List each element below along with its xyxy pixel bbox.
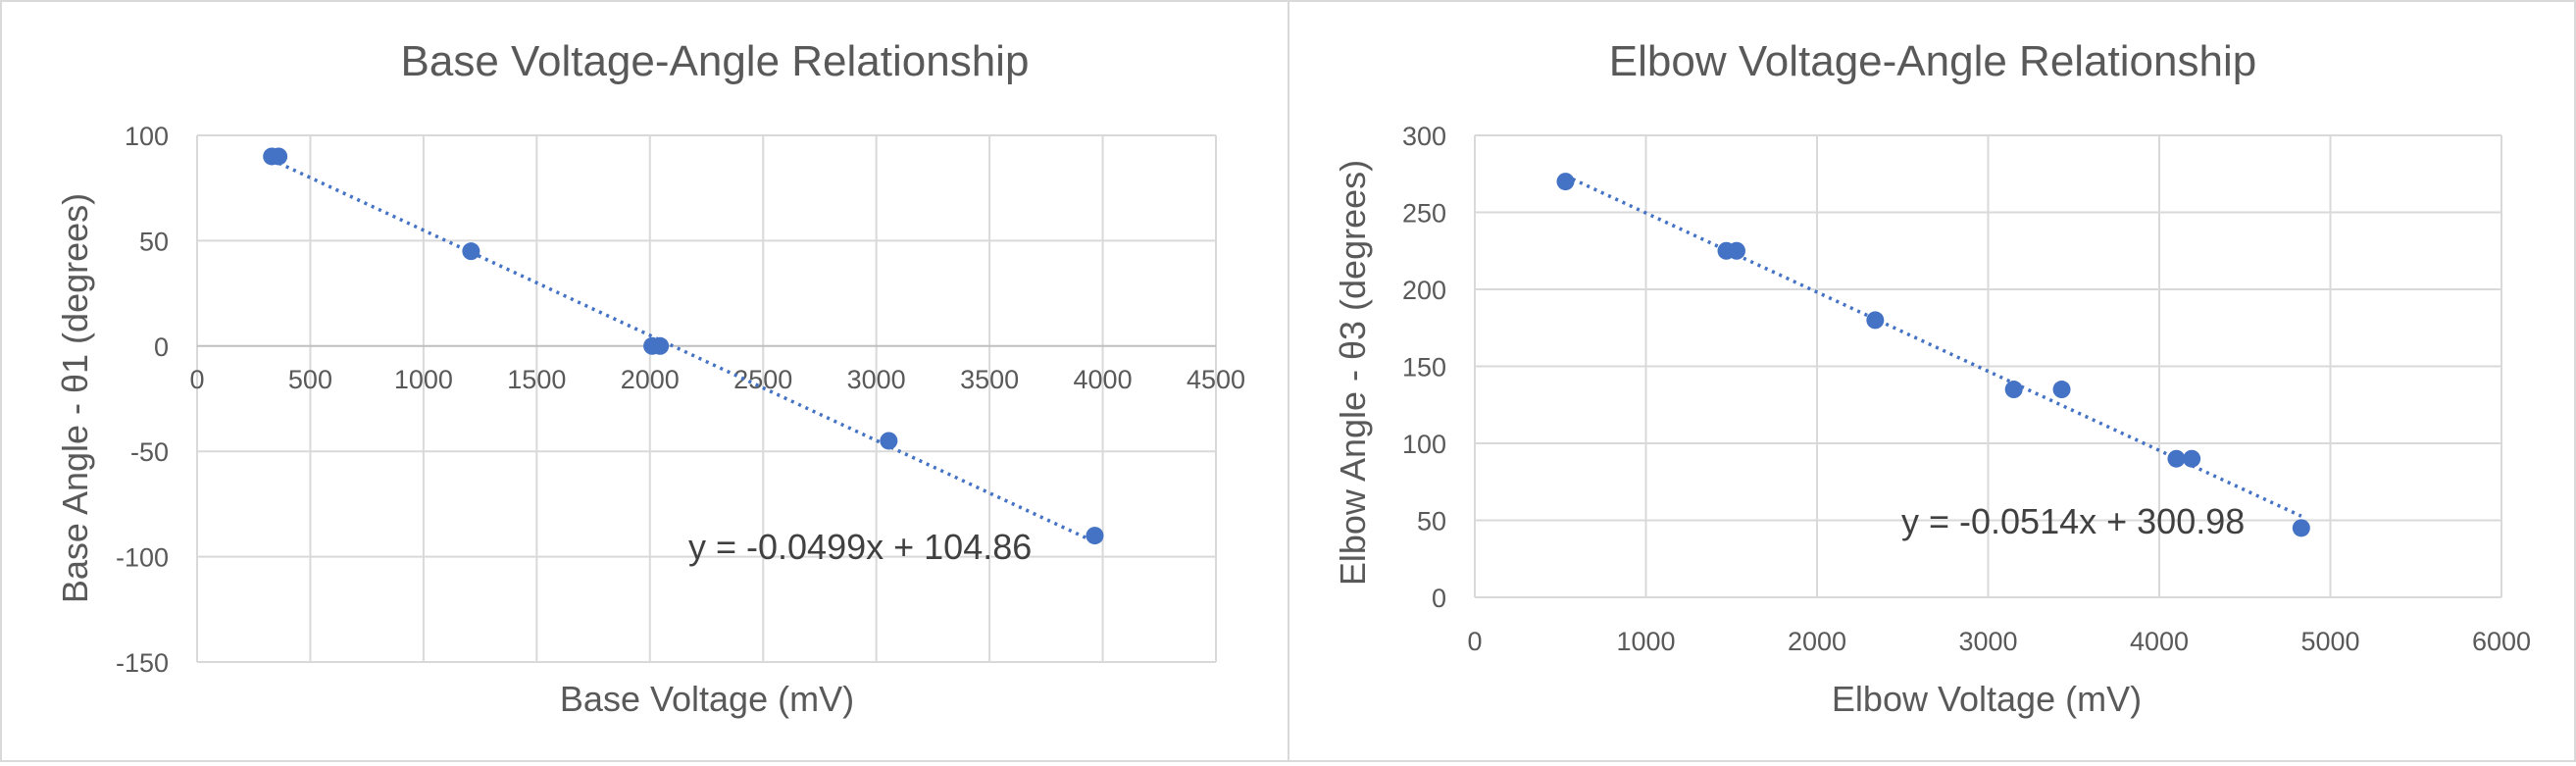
trendline-equation: y = -0.0499x + 104.86 (688, 527, 1032, 567)
data-point (2052, 381, 2071, 399)
data-point (880, 432, 898, 450)
x-tick-label: 5000 (2300, 627, 2359, 656)
y-tick-label: 0 (154, 332, 169, 362)
data-point (2167, 449, 2186, 468)
y-tick-label: 300 (1402, 122, 1446, 151)
x-tick-label: 3500 (960, 365, 1019, 394)
x-axis-title: Elbow Voltage (mV) (1832, 679, 2142, 719)
data-point (1086, 527, 1104, 545)
elbow-chart-svg: Elbow Voltage-Angle Relationship 0 50 100 15… (1333, 37, 2531, 719)
data-point (1556, 173, 1575, 191)
y-tick-label: 0 (1432, 584, 1446, 613)
x-tick-label: 1500 (507, 365, 566, 394)
x-tick-label: 0 (1467, 627, 1482, 656)
x-tick-label: 500 (288, 365, 332, 394)
x-tick-label: 2000 (621, 365, 680, 394)
y-tick-label: 250 (1402, 199, 1446, 229)
data-point (2292, 519, 2310, 537)
x-tick-label: 6000 (2472, 627, 2531, 656)
data-point (462, 242, 480, 261)
x-axis-title: Base Voltage (mV) (560, 679, 854, 719)
data-point (270, 147, 288, 166)
trendline-equation: y = -0.0514x + 300.98 (1901, 501, 2245, 541)
y-tick-label: -150 (116, 648, 169, 678)
x-tick-label: 1000 (394, 365, 453, 394)
y-tick-label: 150 (1402, 353, 1446, 383)
data-point (1866, 311, 1885, 330)
y-tick-label: -100 (116, 543, 169, 573)
data-point (2004, 381, 2023, 399)
x-tick-label: 1000 (1616, 627, 1675, 656)
y-axis-title: Elbow Angle - θ3 (degrees) (1333, 160, 1373, 586)
y-tick-label: 200 (1402, 276, 1446, 305)
chart-title: Base Voltage-Angle Relationship (401, 37, 1030, 85)
x-tick-label: 4000 (2130, 627, 2189, 656)
x-tick-label: 4000 (1074, 365, 1133, 394)
y-tick-label: 100 (1402, 430, 1446, 459)
data-point (1727, 241, 1745, 260)
data-point (651, 336, 670, 355)
chart-title: Elbow Voltage-Angle Relationship (1609, 37, 2256, 85)
trendline (271, 158, 1096, 544)
x-tick-label: 2000 (1788, 627, 1846, 656)
base-chart-svg: Base Voltage-Angle Relationship -150 -100 -… (55, 37, 1245, 719)
y-tick-label: 100 (125, 122, 169, 151)
chart-panel-base: Base Voltage-Angle Relationship -150 -100 -… (0, 0, 1289, 762)
y-tick-label: 50 (1417, 507, 1446, 536)
x-tick-label: 3000 (847, 365, 906, 394)
y-tick-label: -50 (130, 437, 169, 467)
x-tick-label: 3000 (1958, 627, 2017, 656)
data-point (2183, 449, 2201, 468)
y-tick-label: 50 (139, 227, 169, 256)
x-tick-label: 0 (189, 365, 204, 394)
y-axis-title: Base Angle - θ1 (degrees) (55, 193, 95, 603)
x-tick-label: 4500 (1187, 365, 1245, 394)
chart-panel-elbow: Elbow Voltage-Angle Relationship 0 50 100 15… (1288, 0, 2576, 762)
